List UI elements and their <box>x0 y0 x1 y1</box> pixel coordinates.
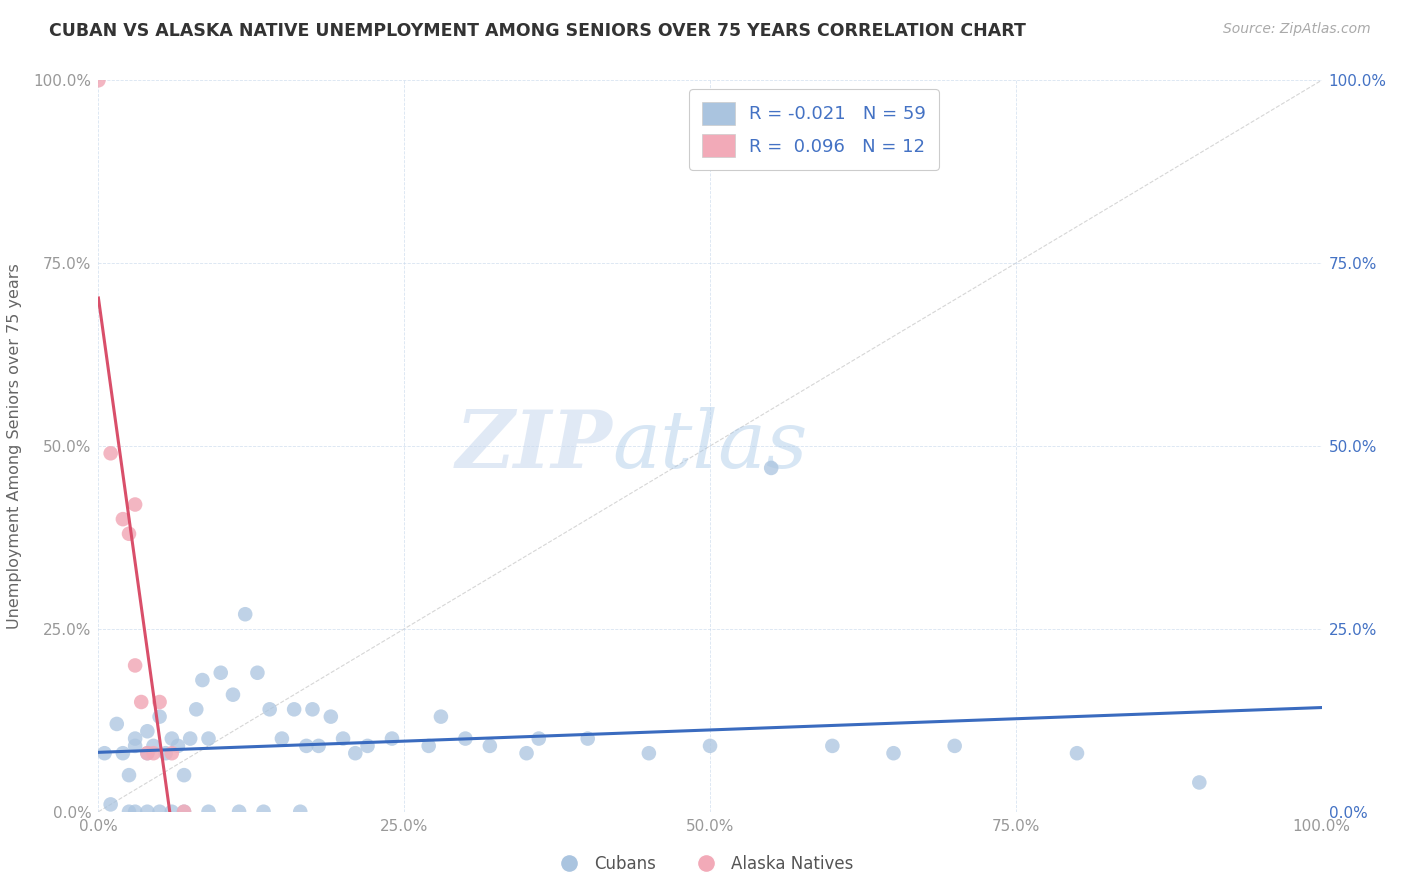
Point <box>124 731 146 746</box>
Point <box>283 702 305 716</box>
Point <box>454 731 477 746</box>
Point <box>418 739 440 753</box>
Point <box>160 746 183 760</box>
Point <box>821 739 844 753</box>
Text: CUBAN VS ALASKA NATIVE UNEMPLOYMENT AMONG SENIORS OVER 75 YEARS CORRELATION CHAR: CUBAN VS ALASKA NATIVE UNEMPLOYMENT AMON… <box>49 22 1026 40</box>
Point <box>246 665 269 680</box>
Point <box>142 739 165 753</box>
Point <box>186 702 208 716</box>
Point <box>160 805 183 819</box>
Point <box>111 512 134 526</box>
Point <box>136 724 159 739</box>
Point <box>149 709 172 723</box>
Point <box>136 746 159 760</box>
Point <box>576 731 599 746</box>
Point <box>209 665 232 680</box>
Point <box>332 731 354 746</box>
Point <box>527 731 550 746</box>
Legend: R = -0.021   N = 59, R =  0.096   N = 12: R = -0.021 N = 59, R = 0.096 N = 12 <box>689 89 939 170</box>
Point <box>160 731 183 746</box>
Point <box>943 739 966 753</box>
Point <box>173 805 195 819</box>
Point <box>515 746 537 760</box>
Point <box>124 498 146 512</box>
Point <box>430 709 453 723</box>
Point <box>179 731 201 746</box>
Point <box>93 746 115 760</box>
Point <box>118 768 141 782</box>
Point <box>173 805 195 819</box>
Point <box>228 805 250 819</box>
Point <box>142 746 165 760</box>
Point <box>356 739 378 753</box>
Point <box>118 805 141 819</box>
Y-axis label: Unemployment Among Seniors over 75 years: Unemployment Among Seniors over 75 years <box>7 263 22 629</box>
Point <box>173 768 195 782</box>
Point <box>105 717 128 731</box>
Point <box>167 739 190 753</box>
Point <box>118 526 141 541</box>
Point <box>638 746 661 760</box>
Point <box>883 746 905 760</box>
Point <box>233 607 256 622</box>
Point <box>155 746 177 760</box>
Point <box>308 739 330 753</box>
Point <box>136 805 159 819</box>
Point <box>100 797 122 812</box>
Point <box>301 702 323 716</box>
Text: ZIP: ZIP <box>456 408 612 484</box>
Point <box>124 658 146 673</box>
Point <box>100 446 122 460</box>
Point <box>295 739 318 753</box>
Point <box>259 702 281 716</box>
Point <box>149 805 172 819</box>
Point <box>129 695 152 709</box>
Point <box>124 739 146 753</box>
Point <box>761 461 783 475</box>
Point <box>124 805 146 819</box>
Point <box>191 673 214 687</box>
Point <box>87 73 110 87</box>
Point <box>270 731 294 746</box>
Point <box>319 709 342 723</box>
Point <box>111 746 134 760</box>
Legend: Cubans, Alaska Natives: Cubans, Alaska Natives <box>546 848 860 880</box>
Point <box>290 805 312 819</box>
Point <box>149 695 172 709</box>
Point <box>381 731 404 746</box>
Point <box>252 805 274 819</box>
Text: Source: ZipAtlas.com: Source: ZipAtlas.com <box>1223 22 1371 37</box>
Point <box>197 731 219 746</box>
Point <box>222 688 245 702</box>
Text: atlas: atlas <box>612 408 807 484</box>
Point <box>1188 775 1211 789</box>
Point <box>136 746 159 760</box>
Point <box>344 746 367 760</box>
Point <box>699 739 721 753</box>
Point <box>478 739 501 753</box>
Point <box>1066 746 1088 760</box>
Point <box>197 805 219 819</box>
